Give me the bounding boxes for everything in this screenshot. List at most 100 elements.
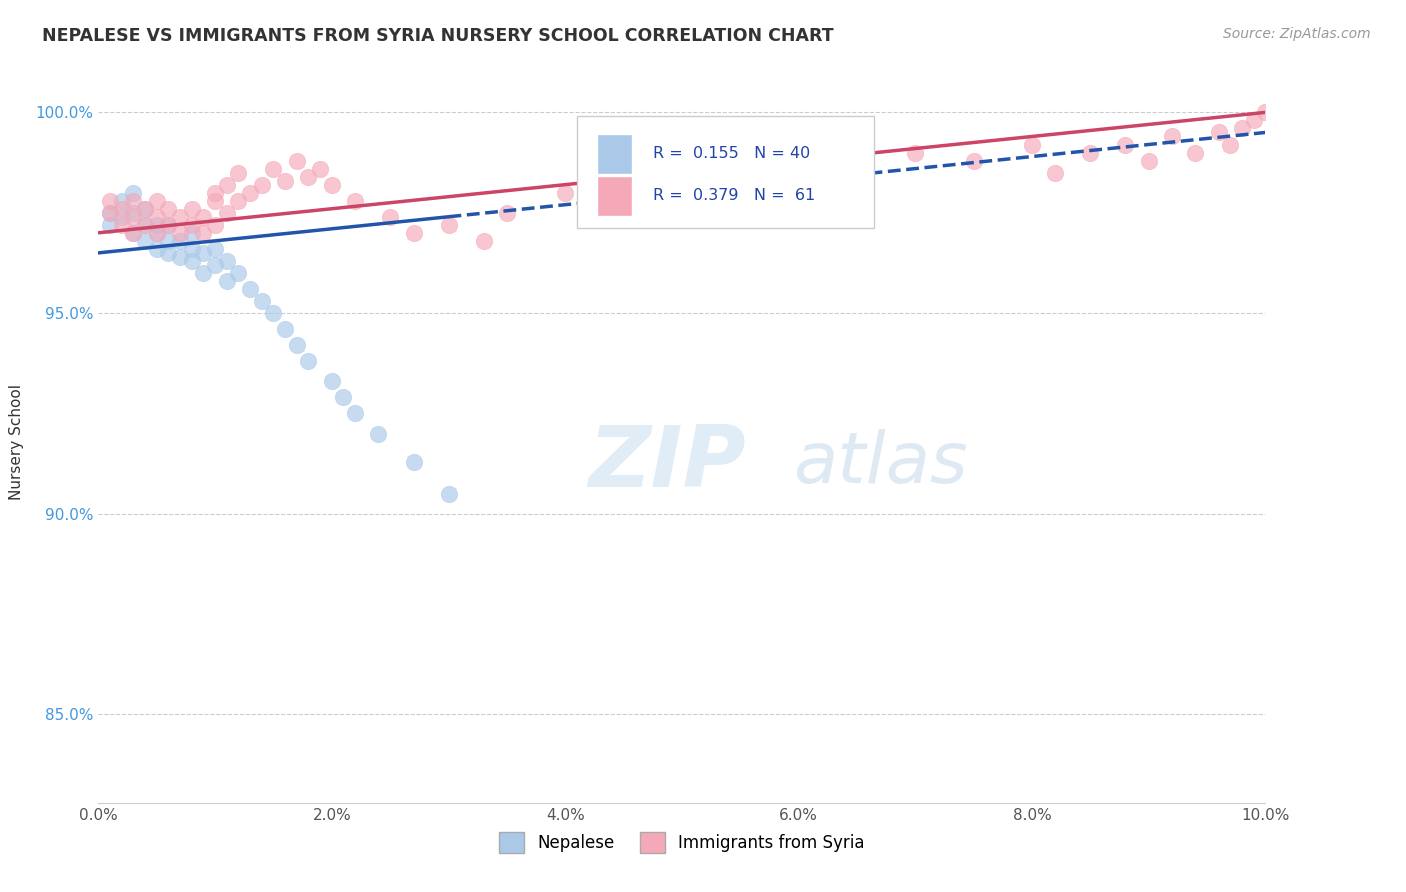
Text: ZIP: ZIP [589,422,747,505]
Point [402,226,425,240]
Point [1208,126,1230,140]
Point [671,206,693,220]
Point [380,210,402,224]
Point [262,306,284,320]
Point [437,487,460,501]
Point [285,338,308,352]
Point [215,206,238,220]
Point [157,218,180,232]
Point [180,226,202,240]
Point [169,234,191,248]
Point [146,218,169,232]
Text: R =  0.155   N = 40: R = 0.155 N = 40 [652,146,810,161]
Point [193,226,215,240]
Point [111,194,134,208]
Point [122,226,145,240]
Point [239,186,262,200]
Point [472,234,495,248]
Point [122,226,145,240]
Point [228,194,250,208]
Point [169,210,191,224]
Point [98,206,121,220]
Point [146,242,169,256]
Point [1137,153,1160,168]
Point [730,186,752,200]
Point [1243,113,1265,128]
Text: Source: ZipAtlas.com: Source: ZipAtlas.com [1223,27,1371,41]
Point [1219,137,1241,152]
Point [228,166,250,180]
Point [134,218,156,232]
Point [146,226,169,240]
Point [344,407,367,421]
Point [111,202,134,216]
Point [122,194,145,208]
Point [250,178,273,192]
Bar [596,177,631,216]
Legend: Nepalese, Immigrants from Syria: Nepalese, Immigrants from Syria [492,826,872,860]
Point [1161,129,1184,144]
Point [215,274,238,288]
Point [98,194,121,208]
Point [146,226,169,240]
Text: NEPALESE VS IMMIGRANTS FROM SYRIA NURSERY SCHOOL CORRELATION CHART: NEPALESE VS IMMIGRANTS FROM SYRIA NURSER… [42,27,834,45]
Point [204,258,226,272]
Point [228,266,250,280]
Text: atlas: atlas [793,429,967,498]
Point [309,161,332,176]
Bar [596,135,631,174]
Point [215,178,238,192]
Point [134,202,156,216]
Point [204,194,226,208]
Point [1045,166,1067,180]
Point [111,218,134,232]
Y-axis label: Nursery School: Nursery School [10,384,24,500]
Point [437,218,460,232]
Point [157,246,180,260]
Point [157,202,180,216]
Point [402,455,425,469]
Point [180,242,202,256]
Text: R =  0.379   N =  61: R = 0.379 N = 61 [652,188,815,203]
Point [180,202,202,216]
Point [193,266,215,280]
Point [321,178,343,192]
Point [321,374,343,388]
Point [1184,145,1206,160]
Point [1114,137,1136,152]
Point [962,153,984,168]
Point [134,202,156,216]
Point [204,186,226,200]
Point [157,234,180,248]
Point [262,161,284,176]
Point [193,210,215,224]
Point [98,218,121,232]
Point [122,186,145,200]
Point [98,206,121,220]
Point [122,206,145,220]
Point [344,194,367,208]
Point [274,322,297,336]
Point [1080,145,1102,160]
Point [904,145,927,160]
FancyBboxPatch shape [576,116,875,228]
Point [612,166,634,180]
Point [297,354,319,368]
Point [134,218,156,232]
Point [204,218,226,232]
Point [193,246,215,260]
Point [146,194,169,208]
Point [787,153,810,168]
Point [180,218,202,232]
Point [204,242,226,256]
Point [239,282,262,296]
Point [297,169,319,184]
Point [180,254,202,268]
Point [367,426,389,441]
Point [134,234,156,248]
Point [169,226,191,240]
Point [1230,121,1253,136]
Point [274,174,297,188]
Point [554,186,576,200]
Point [146,210,169,224]
